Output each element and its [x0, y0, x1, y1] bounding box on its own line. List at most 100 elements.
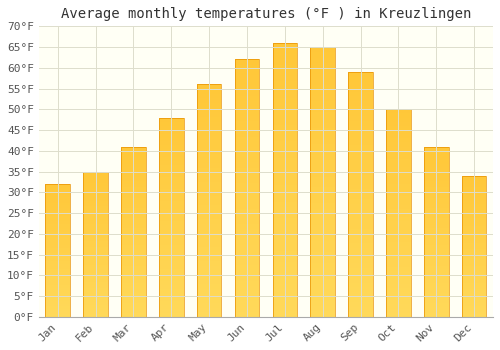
Bar — [272, 147, 297, 153]
Bar — [348, 312, 373, 317]
Bar — [310, 274, 335, 279]
Bar — [462, 252, 486, 255]
Bar — [310, 225, 335, 231]
Bar — [234, 198, 260, 204]
Bar — [121, 191, 146, 194]
Bar — [84, 294, 108, 296]
Bar — [462, 308, 486, 311]
Bar — [197, 117, 222, 121]
Bar — [121, 153, 146, 157]
Bar — [159, 149, 184, 153]
Bar — [348, 155, 373, 160]
Bar — [84, 221, 108, 224]
Bar — [272, 234, 297, 240]
Bar — [424, 157, 448, 160]
Bar — [234, 65, 260, 70]
Bar — [84, 285, 108, 288]
Bar — [234, 101, 260, 106]
Bar — [46, 234, 70, 237]
Bar — [424, 300, 448, 303]
Bar — [348, 184, 373, 189]
Bar — [272, 125, 297, 131]
Bar — [462, 198, 486, 201]
Bar — [348, 258, 373, 263]
Bar — [197, 98, 222, 103]
Bar — [424, 283, 448, 286]
Bar — [197, 84, 222, 89]
Bar — [310, 117, 335, 122]
Bar — [121, 239, 146, 242]
Bar — [386, 279, 410, 284]
Bar — [462, 269, 486, 272]
Bar — [84, 256, 108, 259]
Bar — [234, 126, 260, 132]
Bar — [310, 203, 335, 209]
Bar — [84, 195, 108, 198]
Title: Average monthly temperatures (°F ) in Kreuzlingen: Average monthly temperatures (°F ) in Kr… — [60, 7, 471, 21]
Bar — [462, 274, 486, 277]
Bar — [424, 167, 448, 170]
Bar — [84, 206, 108, 209]
Bar — [310, 133, 335, 139]
Bar — [46, 285, 70, 288]
Bar — [272, 131, 297, 136]
Bar — [121, 147, 146, 317]
Bar — [234, 188, 260, 193]
Bar — [310, 79, 335, 85]
Bar — [159, 309, 184, 313]
Bar — [424, 242, 448, 245]
Bar — [310, 47, 335, 52]
Bar — [348, 180, 373, 184]
Bar — [46, 221, 70, 224]
Bar — [159, 166, 184, 169]
Bar — [159, 205, 184, 209]
Bar — [348, 278, 373, 282]
Bar — [84, 279, 108, 282]
Bar — [310, 74, 335, 79]
Bar — [386, 196, 410, 201]
Bar — [121, 235, 146, 239]
Bar — [46, 192, 70, 195]
Bar — [197, 131, 222, 135]
Bar — [46, 226, 70, 229]
Bar — [197, 145, 222, 149]
Bar — [159, 209, 184, 213]
Bar — [310, 220, 335, 225]
Bar — [46, 189, 70, 192]
Bar — [197, 243, 222, 247]
Bar — [386, 225, 410, 230]
Bar — [121, 194, 146, 198]
Bar — [121, 208, 146, 211]
Bar — [159, 301, 184, 305]
Bar — [310, 295, 335, 301]
Bar — [46, 216, 70, 218]
Bar — [272, 300, 297, 306]
Bar — [310, 166, 335, 171]
Bar — [234, 173, 260, 178]
Bar — [84, 259, 108, 261]
Bar — [159, 293, 184, 297]
Bar — [84, 308, 108, 311]
Bar — [424, 276, 448, 279]
Bar — [84, 276, 108, 279]
Bar — [121, 164, 146, 167]
Bar — [272, 246, 297, 251]
Bar — [84, 215, 108, 218]
Bar — [462, 232, 486, 235]
Bar — [424, 208, 448, 211]
Bar — [386, 163, 410, 167]
Bar — [386, 238, 410, 242]
Bar — [272, 98, 297, 103]
Bar — [121, 228, 146, 232]
Bar — [310, 306, 335, 312]
Bar — [310, 252, 335, 258]
Bar — [121, 232, 146, 235]
Bar — [272, 213, 297, 218]
Bar — [272, 273, 297, 279]
Bar — [310, 193, 335, 198]
Bar — [121, 273, 146, 276]
Bar — [424, 245, 448, 249]
Bar — [462, 204, 486, 207]
Bar — [386, 142, 410, 147]
Bar — [424, 147, 448, 150]
